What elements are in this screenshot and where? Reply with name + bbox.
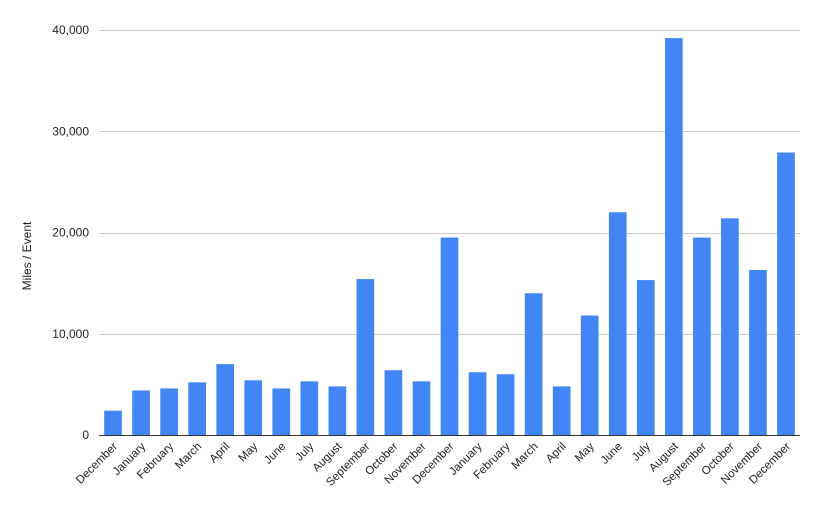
x-tick-label: April (208, 441, 233, 466)
y-tick-label: 10,000 (52, 327, 89, 341)
bar (693, 237, 711, 435)
y-axis-label: Miles / Event (20, 221, 34, 290)
x-tick-label: March (510, 441, 541, 472)
bars (104, 38, 795, 436)
bar (132, 390, 150, 435)
bar (664, 38, 683, 435)
y-tick-labels: 0 10,000 20,000 30,000 40,000 (52, 23, 89, 442)
bar (468, 372, 487, 435)
x-tick-label: December (74, 441, 120, 487)
bar (412, 381, 431, 435)
bar (440, 237, 459, 435)
y-tick-label: 20,000 (52, 226, 89, 240)
bar (384, 370, 403, 435)
bar (216, 364, 235, 436)
bar (552, 386, 571, 435)
y-tick-label: 0 (82, 428, 89, 442)
bar (777, 152, 795, 435)
x-tick-label: July (630, 440, 653, 463)
x-tick-label: June (599, 441, 625, 467)
bar (356, 279, 375, 435)
bar (328, 386, 347, 435)
x-tick-label: April (544, 441, 569, 466)
bar (272, 388, 291, 435)
y-tick-label: 40,000 (52, 23, 89, 37)
bar (721, 218, 739, 435)
y-tick-label: 30,000 (52, 124, 89, 138)
bar (300, 381, 319, 435)
bar (749, 269, 767, 435)
bar (496, 374, 515, 435)
bar (580, 315, 599, 435)
x-tick-label: March (173, 441, 204, 472)
bar (160, 388, 178, 435)
bar (636, 280, 655, 435)
x-tick-label: July (293, 440, 316, 463)
x-tick-label: June (262, 441, 288, 467)
bar (104, 410, 122, 435)
x-tick-label: May (573, 440, 597, 464)
bar (524, 293, 543, 435)
x-tick-label: May (236, 440, 260, 464)
bar (608, 212, 627, 435)
bar (188, 382, 206, 435)
bar (244, 380, 263, 435)
